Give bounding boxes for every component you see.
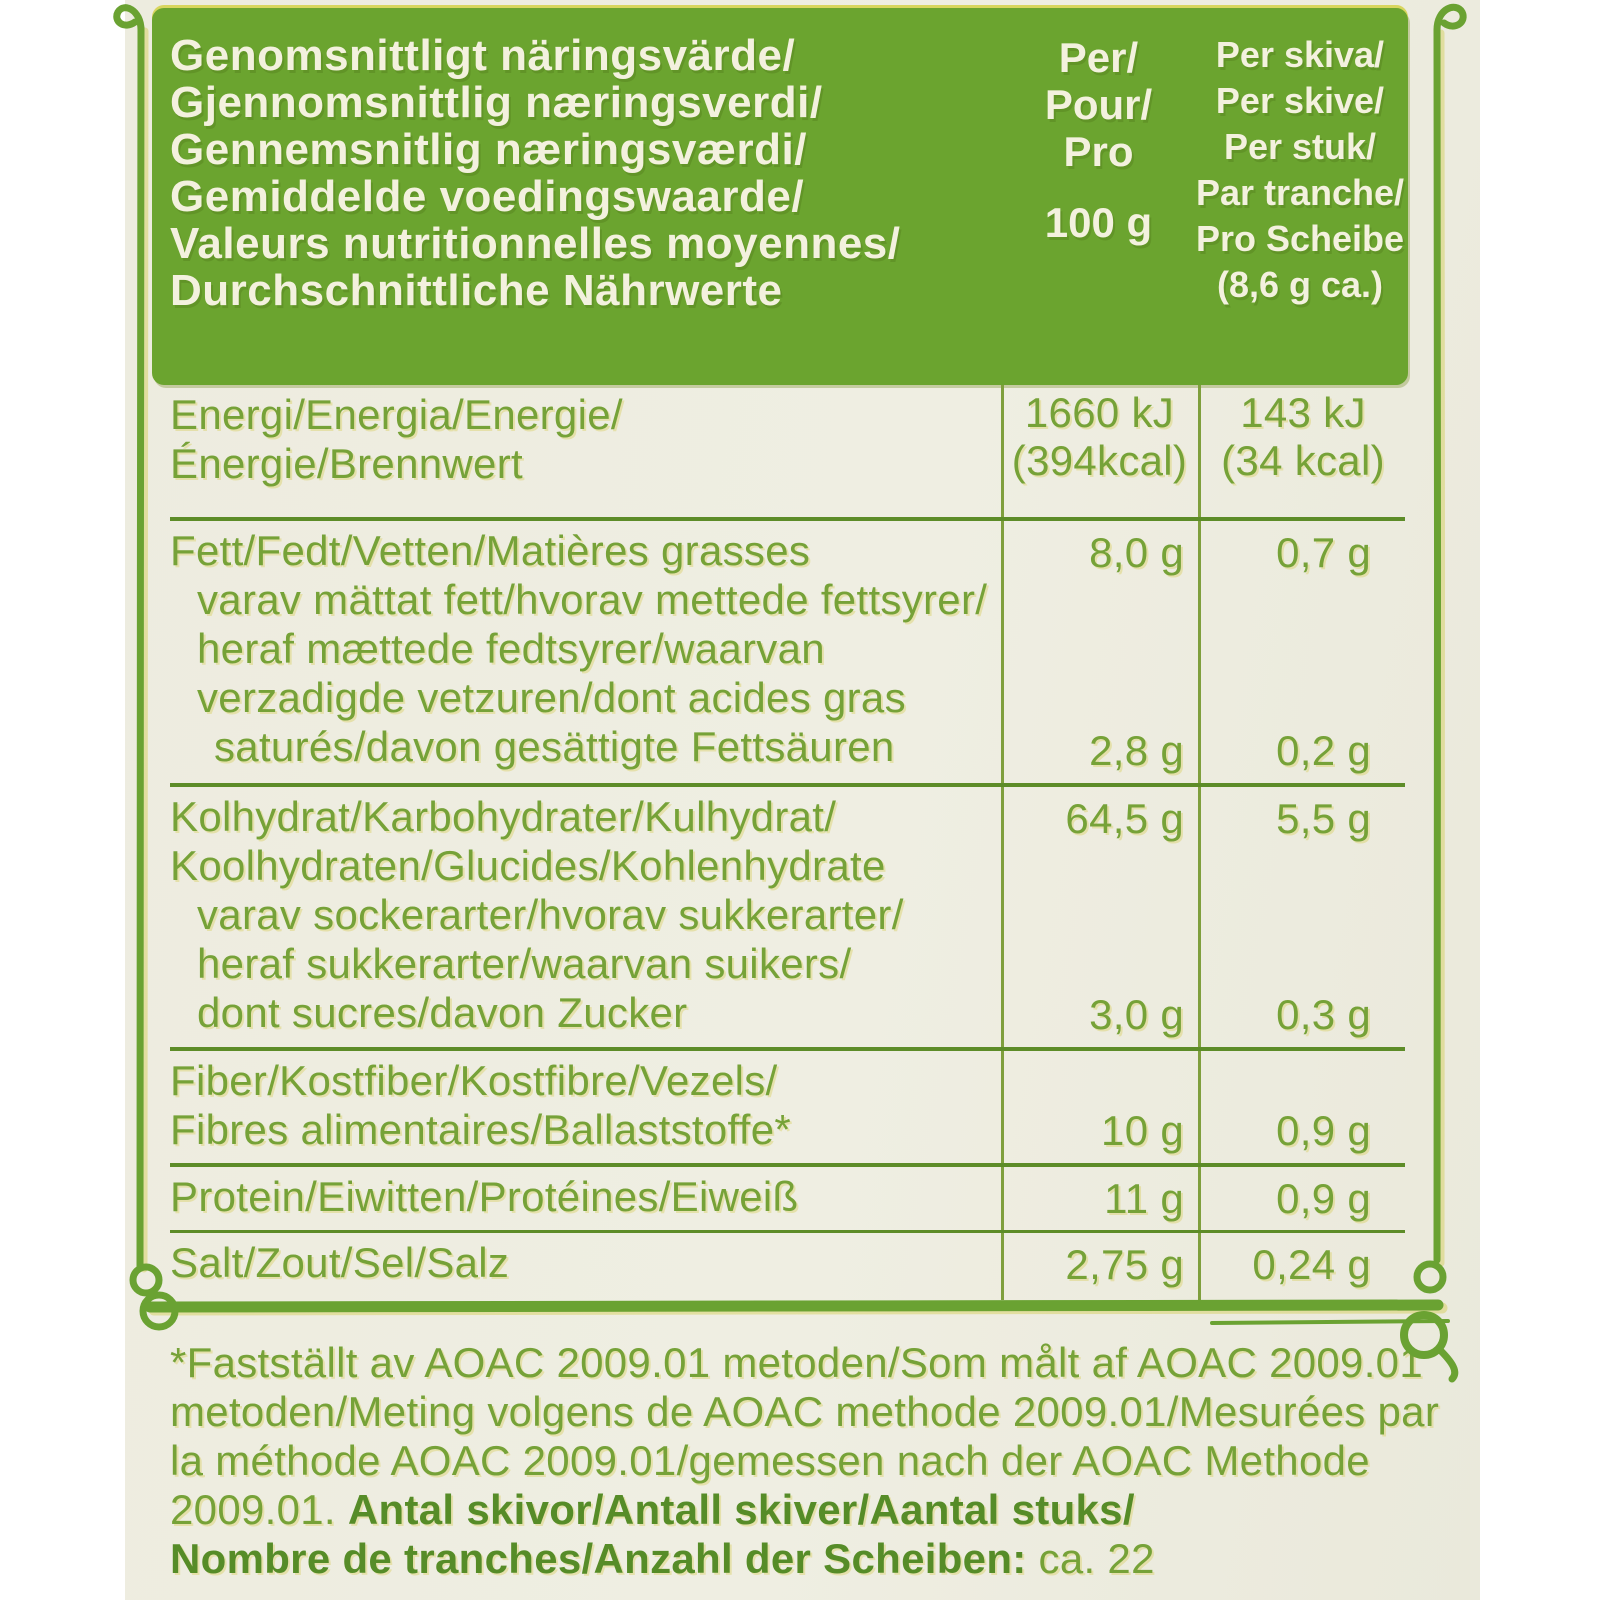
value-cell-per-slice: 5,5 g 0,3 g xyxy=(1201,787,1405,1047)
header-title-line: Valeurs nutritionnelles moyennes/ xyxy=(170,219,901,268)
nutrition-header: Genomsnittligt näringsvärde/ Gjennomsnit… xyxy=(152,8,1408,385)
label-line: verzadigde vetzuren/dont acides gras xyxy=(197,674,906,721)
carbs-sugars-per-slice: 0,3 g xyxy=(1276,991,1371,1038)
column-separator xyxy=(1198,385,1201,1300)
row-label: Fiber/Kostfiber/Kostfibre/Vezels/ Fibres… xyxy=(170,1051,1405,1154)
value-cell-per-100g: 1660 kJ (394kcal) xyxy=(1001,385,1198,517)
header-title-line: Gemiddelde voedingswaarde/ xyxy=(170,172,805,221)
nutrition-table-body: Energi/Energia/Energie/ Énergie/Brennwer… xyxy=(170,385,1405,1300)
fat-total-per-slice: 0,7 g xyxy=(1276,529,1371,576)
label-line: Fibres alimentaires/Ballaststoffe* xyxy=(170,1106,792,1153)
value-cell-per-slice: 0,9 g xyxy=(1201,1051,1405,1163)
fibre-per-slice: 0,9 g xyxy=(1276,1107,1371,1154)
value-cell-per-100g: 64,5 g 3,0 g xyxy=(1001,787,1198,1047)
header-title-line: Genomsnittligt näringsvärde/ xyxy=(170,31,796,80)
label-line: Protein/Eiwitten/Protéines/Eiweiß xyxy=(170,1173,799,1220)
salt-per-slice: 0,24 g xyxy=(1252,1241,1371,1288)
label-line: Kolhydrat/Karbohydrater/Kulhydrat/ xyxy=(170,793,837,840)
slice-line: Per skiva/ xyxy=(1215,34,1385,75)
slice-count-label: Antal skivor/Antall skiver/Aantal stuks/ xyxy=(347,1486,1135,1533)
footnote-line: la méthode AOAC 2009.01/gemessen nach de… xyxy=(170,1437,1370,1484)
value-cell-per-slice: 0,9 g xyxy=(1201,1167,1405,1230)
per-line: Per/ xyxy=(1058,34,1139,81)
fat-total-per-100g: 8,0 g xyxy=(1089,529,1184,576)
footnote: *Fastställt av AOAC 2009.01 metoden/Som … xyxy=(170,1338,1450,1583)
label-line: Énergie/Brennwert xyxy=(170,440,523,487)
row-label: Energi/Energia/Energie/ Énergie/Brennwer… xyxy=(170,385,1405,488)
label-line: heraf sukkerarter/waarvan suikers/ xyxy=(197,940,852,987)
label-line: Salt/Zout/Sel/Salz xyxy=(170,1239,510,1286)
row-label: Kolhydrat/Karbohydrater/Kulhydrat/ Koolh… xyxy=(170,787,1405,1037)
table-row-protein: Protein/Eiwitten/Protéines/Eiweiß 11 g 0… xyxy=(170,1163,1405,1230)
label-line: Fiber/Kostfiber/Kostfibre/Vezels/ xyxy=(170,1057,778,1104)
column-header-per-slice: Per skiva/ Per skive/ Per stuk/ Par tran… xyxy=(1194,32,1406,308)
table-row-energy: Energi/Energia/Energie/ Énergie/Brennwer… xyxy=(170,385,1405,517)
table-row-salt: Salt/Zout/Sel/Salz 2,75 g 0,24 g xyxy=(170,1230,1405,1300)
value-kj: 1660 kJ xyxy=(1024,389,1175,436)
energy-per-slice: 143 kJ (34 kcal) xyxy=(1201,389,1405,485)
label-line: Fett/Fedt/Vetten/Matières grasses xyxy=(170,527,811,574)
slice-count-label: Nombre de tranches/Anzahl der Scheiben: xyxy=(170,1535,1027,1582)
label-line: varav mättat fett/hvorav mettede fettsyr… xyxy=(197,576,988,623)
footnote-line: *Fastställt av AOAC 2009.01 metoden/Som … xyxy=(170,1339,1424,1386)
carbs-total-per-slice: 5,5 g xyxy=(1276,795,1371,842)
footnote-line: Nombre de tranches/Anzahl der Scheiben: … xyxy=(170,1534,1450,1583)
header-title-line: Gennemsnitlig næringsværdi/ xyxy=(170,125,807,174)
value-cell-per-slice: 0,24 g xyxy=(1201,1233,1405,1300)
per-amount: 100 g xyxy=(1044,199,1153,246)
label-line: Koolhydraten/Glucides/Kohlenhydrate xyxy=(170,842,886,889)
header-title-line: Gjennomsnittlig næringsverdi/ xyxy=(170,78,823,127)
column-separator xyxy=(1001,385,1004,1300)
footnote-text: 2009.01. xyxy=(170,1486,348,1533)
per-line: Pour/ xyxy=(1044,81,1153,128)
slice-line: Per stuk/ xyxy=(1223,126,1377,167)
nutrition-label: Genomsnittligt näringsvärde/ Gjennomsnit… xyxy=(125,0,1480,1600)
header-title-line: Durchschnittliche Nährwerte xyxy=(170,266,783,315)
value-cell-per-100g: 11 g xyxy=(1001,1167,1198,1230)
row-label: Fett/Fedt/Vetten/Matières grasses varav … xyxy=(170,521,1405,771)
label-line: saturés/davon gesättigte Fettsäuren xyxy=(214,723,895,770)
table-row-fat: Fett/Fedt/Vetten/Matières grasses varav … xyxy=(170,517,1405,783)
protein-per-slice: 0,9 g xyxy=(1276,1175,1371,1222)
label-line: heraf mættede fedtsyrer/waarvan xyxy=(197,625,825,672)
protein-per-100g: 11 g xyxy=(1104,1175,1184,1222)
row-label: Protein/Eiwitten/Protéines/Eiweiß xyxy=(170,1167,1405,1221)
value-cell-per-slice: 143 kJ (34 kcal) xyxy=(1201,385,1405,517)
value-cell-per-100g: 2,75 g xyxy=(1001,1233,1198,1300)
label-line: Energi/Energia/Energie/ xyxy=(170,391,623,438)
energy-per-100g: 1660 kJ (394kcal) xyxy=(1001,389,1198,485)
carbs-total-per-100g: 64,5 g xyxy=(1065,795,1184,842)
value-cell-per-100g: 10 g xyxy=(1001,1051,1198,1163)
salt-per-100g: 2,75 g xyxy=(1065,1241,1184,1288)
table-row-fibre: Fiber/Kostfiber/Kostfibre/Vezels/ Fibres… xyxy=(170,1047,1405,1163)
nutrition-header-title: Genomsnittligt näringsvärde/ Gjennomsnit… xyxy=(170,32,901,314)
fibre-per-100g: 10 g xyxy=(1101,1107,1184,1154)
value-kj: 143 kJ xyxy=(1240,389,1366,436)
label-line: dont sucres/davon Zucker xyxy=(197,989,688,1036)
footnote-line: metoden/Meting volgens de AOAC methode 2… xyxy=(170,1388,1440,1435)
value-kcal: (34 kcal) xyxy=(1221,437,1385,484)
value-cell-per-slice: 0,7 g 0,2 g xyxy=(1201,521,1405,783)
slice-line: Pro Scheibe xyxy=(1195,218,1405,259)
column-header-per-100g: Per/ Pour/ Pro 100 g xyxy=(1000,34,1197,246)
fat-saturated-per-100g: 2,8 g xyxy=(1089,727,1184,774)
slice-line: (8,6 g ca.) xyxy=(1216,264,1384,305)
slice-line: Par tranche/ xyxy=(1195,172,1405,213)
label-line: varav sockerarter/hvorav sukkerarter/ xyxy=(197,891,904,938)
slice-line: Per skive/ xyxy=(1215,80,1385,121)
per-line: Pro xyxy=(1063,128,1134,175)
value-cell-per-100g: 8,0 g 2,8 g xyxy=(1001,521,1198,783)
fat-saturated-per-slice: 0,2 g xyxy=(1276,727,1371,774)
footnote-line: 2009.01. Antal skivor/Antall skiver/Aant… xyxy=(170,1485,1450,1534)
slice-count-value: ca. 22 xyxy=(1026,1535,1155,1582)
value-kcal: (394kcal) xyxy=(1011,437,1188,484)
row-label: Salt/Zout/Sel/Salz xyxy=(170,1233,1405,1287)
table-row-carbohydrate: Kolhydrat/Karbohydrater/Kulhydrat/ Koolh… xyxy=(170,783,1405,1047)
carbs-sugars-per-100g: 3,0 g xyxy=(1089,991,1184,1038)
